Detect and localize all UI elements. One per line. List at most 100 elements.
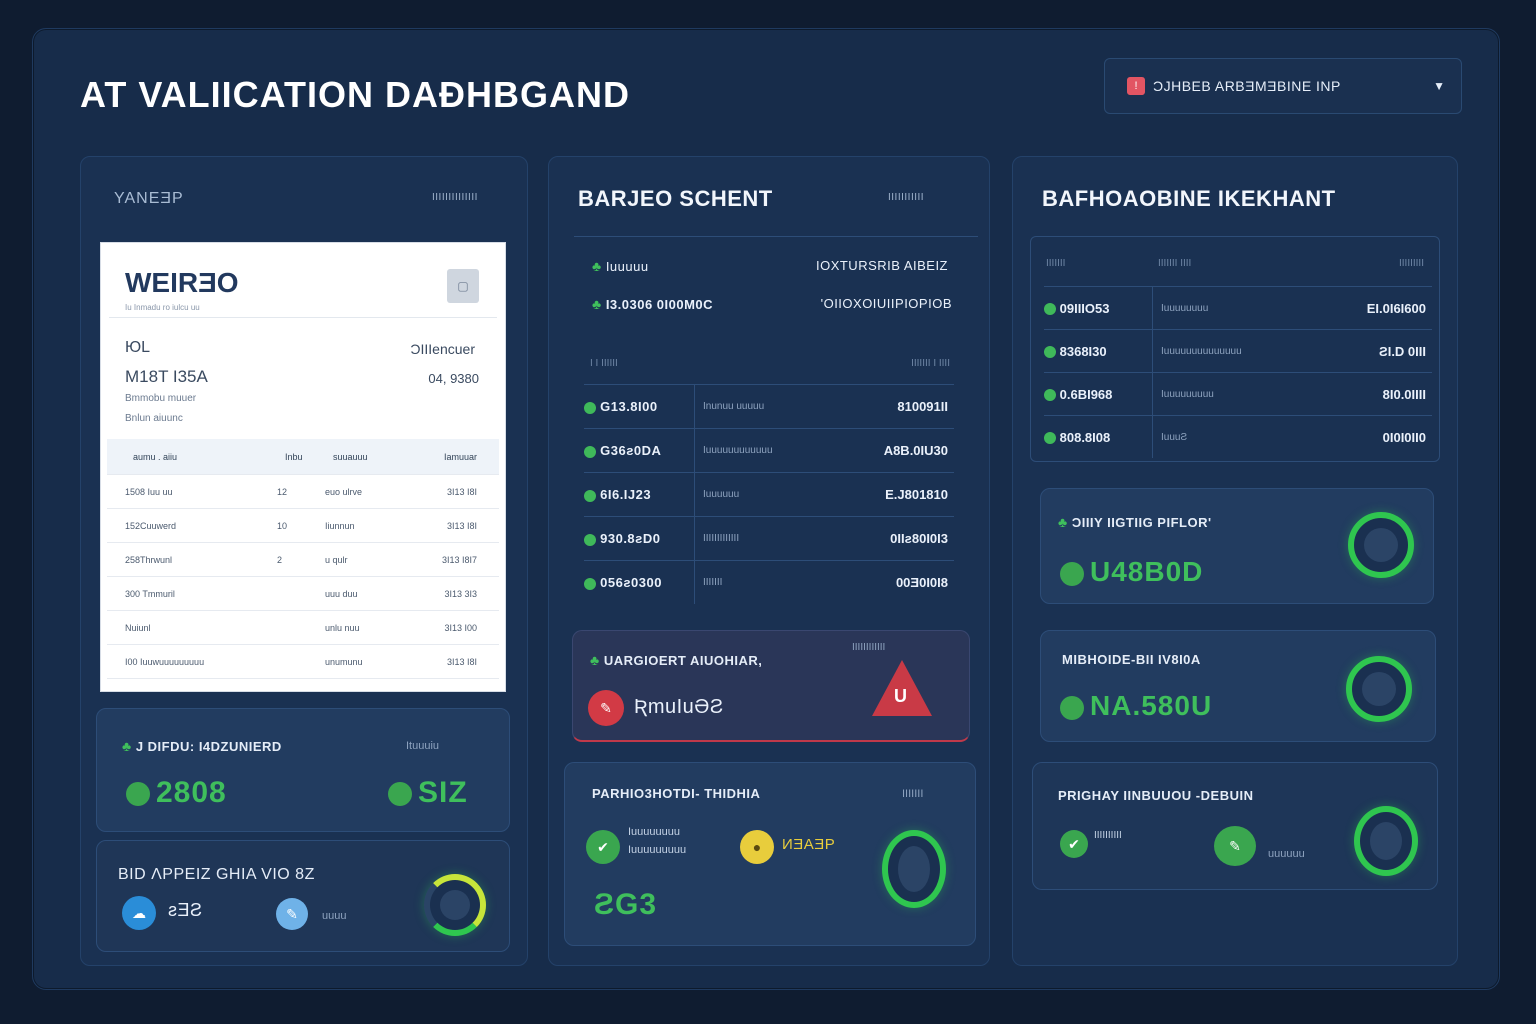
leaf-icon: ♣ — [592, 258, 602, 274]
table-row: 1508 Iuu uu 12 euo ulrve 3I13 I8I — [107, 475, 499, 509]
barcode-table: G13.8I00 Inunuu uuuuu 810091II G36ƨ0DA Iuuu… — [584, 384, 954, 604]
table-row[interactable]: 09IIIO53 Iuuuuuuuu EI.0I6I600 — [1044, 286, 1432, 329]
row-id: 6I6.IJ23 — [584, 487, 694, 502]
table-cell: 152Cuuwerd — [125, 520, 177, 531]
background-check-header: BAFHOAOBINE IKEKHANT — [1042, 186, 1336, 211]
progress-ring — [882, 830, 946, 908]
barcode-line-1-left: ♣ Iuuuuu — [592, 258, 649, 274]
confidence-value-left: 2808 — [126, 776, 227, 810]
row-value: 0I0I0II0 — [1382, 429, 1426, 445]
invoice-logo: WEIRƎO — [125, 267, 239, 298]
review-item-2: uuuuuu — [1268, 848, 1305, 860]
row-desc: Iuuuuuuuu — [1152, 287, 1328, 329]
table-cell: Iiunnun — [325, 520, 355, 531]
invoice-col-header: Iamuuar — [443, 451, 477, 462]
pen-icon: ✎ — [276, 898, 308, 930]
row-id-text: G36ƨ0DA — [600, 443, 662, 458]
table-row[interactable]: G36ƨ0DA Iuuuuuuuuuuuu A8B.0IU30 — [584, 428, 954, 472]
confidence-card[interactable] — [96, 708, 510, 832]
matching-card-title: PARHIO3HOTDI- THIDHIA — [592, 786, 761, 801]
progress-ring — [1346, 656, 1412, 722]
status-dot-icon — [584, 445, 596, 458]
row-id-text: 0.6BI968 — [1059, 386, 1113, 402]
invoice-table: aumu . aiiu Inbu suuauuu Iamuuar 1508 Iu… — [107, 439, 499, 679]
barcode-panel-tag: IIIIIIIIIII — [888, 192, 925, 203]
review-card-title: PRIGHAY IINBUUOU -DEBUIN — [1058, 788, 1254, 803]
status-dot-icon — [1044, 389, 1056, 402]
coin-icon: ● — [740, 830, 774, 864]
alert-icon: ! — [1127, 77, 1145, 95]
row-id: 09IIIO53 — [1044, 301, 1152, 316]
table-row[interactable]: 6I6.IJ23 Iuuuuuu E.J801810 — [584, 472, 954, 516]
background-check-table-header: IIIIIII IIIIIII IIII IIIIIIIII — [1046, 258, 1424, 269]
check-icon: ✔ — [1060, 830, 1088, 858]
table-cell: 3I13 I00 — [444, 622, 477, 633]
row-id: G36ƨ0DA — [584, 443, 694, 458]
matching-item-1-line-1: Iuuuuuuuu — [628, 826, 680, 838]
progress-ring-core — [1362, 672, 1396, 706]
barcode-subheader-left: I I IIIIII — [590, 358, 618, 369]
chevron-down-icon[interactable]: ▼ — [1433, 79, 1445, 93]
barcode-table-subheader: I I IIIIII IIIIIII I IIII — [590, 358, 950, 369]
invoice-left-2: M18T I35A — [125, 367, 208, 386]
row-desc: IIIIIII — [694, 561, 858, 604]
table-cell: uuu duu — [325, 588, 358, 599]
row-id: 8368I30 — [1044, 344, 1152, 359]
row-value: ƧI.D 0III — [1379, 343, 1426, 359]
status-dot-icon — [1044, 346, 1056, 359]
approval-chip-2: uuuu — [322, 910, 347, 922]
approval-card-title: BID ΛPPEIZ GHIA VIO 8Z — [118, 866, 315, 883]
error-icon: ✎ — [588, 690, 624, 726]
matching-item-1-line-2: Iuuuuuuuuu — [628, 844, 687, 856]
table-cell: Nuiunl — [125, 622, 151, 633]
barcode-subheader-right: IIIIIII I IIII — [911, 358, 950, 369]
progress-ring-core — [898, 846, 930, 892]
barcode-line-1-right: IOXTURSRIB AIBEIZ — [815, 258, 948, 273]
row-desc: Iuuuuuuuuu — [1152, 373, 1328, 415]
row-id-text: 6I6.IJ23 — [600, 487, 652, 502]
row-desc: IIIIIIIIIIIII — [694, 517, 858, 560]
table-row[interactable]: 930.8ƨD0 IIIIIIIIIIIII 0IIƨ80I0I3 — [584, 516, 954, 560]
row-id: 0.6BI968 — [1044, 387, 1152, 402]
table-cell: 258Thrwunl — [125, 554, 173, 565]
invoice-col-header: Inbu — [285, 451, 303, 462]
table-row: 258Thrwunl 2 u qulr 3I13 I8I7 — [107, 543, 499, 577]
row-value: 00Ǝ0I0I8 — [895, 575, 948, 590]
warning-icon — [872, 660, 932, 716]
leaf-icon: ♣ — [1058, 514, 1068, 530]
table-col-header: IIIIIII — [1046, 258, 1066, 269]
score-card-2-value-text: NA.580U — [1090, 690, 1213, 721]
row-id: 056ƨ0300 — [584, 575, 694, 590]
invoice-left-3: Bmmobu muuer — [125, 393, 197, 404]
background-check-table: 09IIIO53 Iuuuuuuuu EI.0I6I600 8368I30 Iuuuu… — [1044, 286, 1432, 458]
top-select-dropdown[interactable]: ! ƆJHBEB ARBƎMƎBINE INP ▼ — [1104, 58, 1462, 114]
table-row[interactable]: 808.8I08 IuuuƧ 0I0I0II0 — [1044, 415, 1432, 458]
table-col-header: IIIIIIIII — [1398, 258, 1424, 269]
score-card-1-title-text: ƆIIIY IIGTIIG PIFLOR' — [1071, 515, 1212, 530]
table-row[interactable]: 056ƨ0300 IIIIIII 00Ǝ0I0I8 — [584, 560, 954, 604]
row-desc: Iuuuuuu — [694, 473, 858, 516]
background-check-table-frame — [1030, 236, 1440, 462]
table-row[interactable]: G13.8I00 Inunuu uuuuu 810091II — [584, 384, 954, 428]
status-dot-icon — [388, 782, 412, 807]
row-value: 0IIƨ80I0I3 — [890, 531, 948, 546]
table-cell: 1508 Iuu uu — [125, 486, 173, 497]
table-row[interactable]: 8368I30 Iuuuuuuuuuuuuuu ƧI.D 0III — [1044, 329, 1432, 372]
progress-ring-core — [440, 890, 470, 920]
invoice-document[interactable]: WEIRƎO Iu Inmadu ro iulcu uu ▢ ЮL M18T I… — [100, 242, 506, 692]
progress-ring-core — [1364, 528, 1398, 562]
invoice-subtitle: Iu Inmadu ro iulcu uu — [125, 303, 200, 312]
table-row[interactable]: 0.6BI968 Iuuuuuuuuu 8I0.0IIII — [1044, 372, 1432, 415]
invoice-col-header: aumu . aiiu — [133, 451, 178, 462]
row-value: 810091II — [897, 399, 948, 414]
confidence-value-right: SIZ — [388, 776, 468, 810]
row-desc: Inunuu uuuuu — [694, 385, 858, 428]
score-card-1-value: U48B0D — [1060, 556, 1203, 588]
barcode-line-2-left-text: I3.0306 0I00M0C — [605, 297, 714, 312]
confidence-card-title: ♣ J DIFDU: I4DZUNIERD — [122, 738, 282, 754]
leaf-icon: ♣ — [122, 738, 132, 754]
invoice-col-header: suuauuu — [333, 451, 368, 462]
invoice-right-2: 04, 9380 — [428, 371, 479, 386]
row-desc: Iuuuuuuuuuuuuuu — [1152, 330, 1328, 372]
status-dot-icon — [584, 401, 596, 414]
